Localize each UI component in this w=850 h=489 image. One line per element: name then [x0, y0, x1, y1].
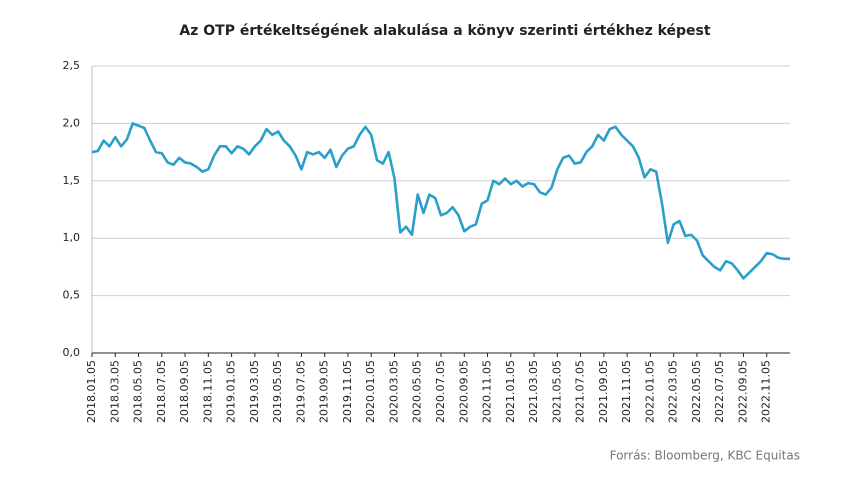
x-tick-label: 2021.01.05 — [504, 360, 517, 423]
y-tick-label: 0,5 — [63, 289, 81, 302]
x-tick-label: 2022.01.05 — [643, 360, 656, 423]
y-tick-label: 1,0 — [63, 231, 81, 244]
x-tick-label: 2020.01.05 — [364, 360, 377, 423]
x-tick-label: 2021.05.05 — [550, 360, 563, 423]
x-tick-label: 2020.03.05 — [387, 360, 400, 423]
x-tick-label: 2018.11.05 — [201, 360, 214, 423]
x-tick-label: 2019.03.05 — [248, 360, 261, 423]
x-tick-label: 2018.03.05 — [108, 360, 121, 423]
x-tick-label: 2022.09.05 — [736, 360, 749, 423]
x-tick-label: 2018.05.05 — [132, 360, 145, 423]
chart-title: Az OTP értékeltségének alakulása a könyv… — [179, 23, 710, 39]
y-tick-label: 0,0 — [63, 346, 81, 359]
x-tick-label: 2020.07.05 — [434, 360, 447, 423]
line-series — [91, 122, 790, 280]
x-tick-label: 2019.09.05 — [318, 360, 331, 423]
x-tick-label: 2019.07.05 — [294, 360, 307, 423]
x-tick-label: 2020.09.05 — [457, 360, 470, 423]
x-tick-label: 2019.01.05 — [225, 360, 238, 423]
y-tick-label: 2,0 — [63, 116, 81, 129]
x-tick-label: 2021.11.05 — [620, 360, 633, 423]
y-tick-label: 2,5 — [63, 59, 81, 72]
x-tick-label: 2022.07.05 — [713, 360, 726, 423]
x-tick-label: 2018.01.05 — [85, 360, 98, 423]
x-tick-label: 2022.11.05 — [760, 360, 773, 423]
source: Forrás: Bloomberg, KBC Equitas — [610, 449, 800, 463]
x-tick-label: 2020.05.05 — [411, 360, 424, 423]
x-tick-label: 2020.11.05 — [481, 360, 494, 423]
y-tick-label: 1,5 — [63, 174, 81, 187]
x-tick-label: 2022.03.05 — [667, 360, 680, 423]
x-tick-label: 2021.09.05 — [597, 360, 610, 423]
x-tick-label: 2019.11.05 — [341, 360, 354, 423]
x-tick-label: 2019.05.05 — [271, 360, 284, 423]
x-tick-label: 2021.07.05 — [574, 360, 587, 423]
x-tick-label: 2021.03.05 — [527, 360, 540, 423]
x-tick-label: 2018.07.05 — [155, 360, 168, 423]
x-tick-label: 2022.05.05 — [690, 360, 703, 423]
x-tick-label: 2018.09.05 — [178, 360, 191, 423]
